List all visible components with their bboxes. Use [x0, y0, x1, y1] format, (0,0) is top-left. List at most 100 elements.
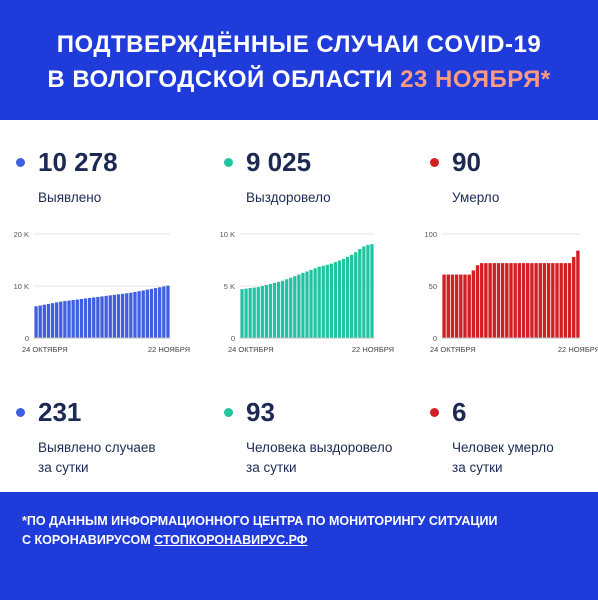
died-label: Умерло [452, 190, 500, 205]
daily-recovered-label: Человека выздоровело [246, 440, 393, 455]
bar [534, 263, 538, 338]
bar [268, 283, 273, 338]
bar [459, 274, 463, 338]
bar [50, 303, 55, 338]
bar [521, 263, 526, 338]
bar [34, 306, 38, 338]
bar [240, 289, 244, 338]
bar [145, 289, 149, 338]
bar [112, 294, 117, 338]
bar [354, 252, 358, 338]
bar [141, 290, 145, 338]
bar [500, 263, 505, 338]
footer-banner: *ПО ДАННЫМ ИНФОРМАЦИОННОГО ЦЕНТРА ПО МОН… [0, 492, 598, 600]
bar [87, 297, 92, 338]
bar [264, 284, 269, 338]
bar [551, 263, 555, 338]
bar [572, 256, 576, 338]
recovered-total: 9 025 [246, 147, 312, 177]
bar [92, 297, 96, 338]
bar [293, 276, 297, 338]
bar [158, 287, 162, 338]
chart-recovered: 0 5 K 10 K 24 ОКТЯБРЯ 22 НОЯБРЯ [210, 226, 400, 358]
stat-detected: 10 278 [16, 147, 186, 179]
bar [297, 274, 301, 338]
y-tick-label: 50 [429, 282, 437, 291]
red-dot-icon [430, 158, 439, 167]
chart-detected: 0 10 K 20 K 24 ОКТЯБРЯ 22 НОЯБРЯ [6, 226, 192, 358]
y-tick-label: 20 K [14, 230, 29, 239]
bar [505, 263, 509, 338]
bar [133, 291, 137, 338]
stat-recovered: 9 025 [224, 147, 394, 179]
stat-daily-died: 6 [430, 397, 580, 429]
daily-detected-value: 231 [38, 397, 82, 427]
x-tick-label-end: 22 НОЯБРЯ [558, 345, 598, 354]
y-tick-label: 100 [424, 230, 437, 239]
bar [96, 296, 100, 338]
chart-died: 0 50 100 24 ОКТЯБРЯ 22 НОЯБРЯ [412, 226, 598, 358]
blue-dot-icon [16, 158, 25, 167]
y-tick-label: 0 [231, 334, 235, 343]
chart-detected-svg: 0 10 K 20 K 24 ОКТЯБРЯ 22 НОЯБРЯ [14, 230, 190, 354]
bar [79, 299, 84, 338]
bar [546, 263, 551, 338]
bar [454, 274, 459, 338]
bar [463, 274, 467, 338]
bar [46, 303, 51, 338]
bar [55, 302, 59, 338]
x-tick-label-start: 24 ОКТЯБРЯ [430, 345, 476, 354]
bar [488, 263, 492, 338]
bar [59, 301, 63, 338]
bar [125, 293, 129, 338]
bar [63, 301, 67, 338]
x-tick-label-end: 22 НОЯБРЯ [148, 345, 190, 354]
daily-recovered-value: 93 [246, 397, 275, 427]
bar [153, 288, 158, 338]
bar [313, 268, 317, 338]
stat-daily-recovered: 93 [224, 397, 394, 429]
bar [450, 274, 455, 338]
bar [42, 304, 46, 338]
chart-recovered-svg: 0 5 K 10 K 24 ОКТЯБРЯ 22 НОЯБРЯ [220, 230, 394, 354]
stat-daily-detected: 231 [16, 397, 186, 429]
green-dot-icon [224, 408, 233, 417]
daily-died-value: 6 [452, 397, 467, 427]
bar [358, 249, 362, 338]
green-dot-icon [224, 158, 233, 167]
bar [492, 263, 496, 338]
x-tick-label-start: 24 ОКТЯБРЯ [228, 345, 274, 354]
bar [321, 265, 325, 338]
bar [362, 246, 366, 338]
detected-label: Выявлено [38, 190, 102, 205]
y-tick-label: 5 K [224, 282, 235, 291]
stat-died: 90 [430, 147, 580, 179]
bar [366, 244, 370, 338]
bar [129, 292, 133, 338]
header-region: В ВОЛОГОДСКОЙ ОБЛАСТИ [47, 66, 393, 93]
bar [248, 288, 252, 338]
recovered-label: Выздоровело [246, 190, 331, 205]
bar [162, 286, 166, 338]
footer-prefix: С КОРОНАВИРУСОМ [22, 533, 151, 547]
y-tick-label: 10 K [220, 230, 235, 239]
bar [289, 277, 293, 338]
bar [345, 256, 350, 338]
bar [475, 265, 480, 338]
detected-total: 10 278 [38, 147, 118, 177]
header-title-line1: ПОДТВЕРЖДЁННЫЕ СЛУЧАИ COVID-19 [56, 31, 542, 58]
bar [350, 254, 354, 338]
bar [576, 250, 580, 338]
bar [276, 281, 281, 338]
header-banner: ПОДТВЕРЖДЁННЫЕ СЛУЧАИ COVID-19 В ВОЛОГОД… [0, 0, 598, 120]
bar [83, 298, 88, 338]
bar [67, 300, 71, 338]
footer-link[interactable]: СТОПКОРОНАВИРУС.РФ [154, 533, 308, 547]
bar [149, 288, 154, 338]
bar [467, 274, 471, 338]
bar [285, 279, 289, 338]
bar [563, 263, 568, 338]
bar [108, 295, 112, 338]
bar [509, 263, 513, 338]
bar [317, 266, 321, 338]
